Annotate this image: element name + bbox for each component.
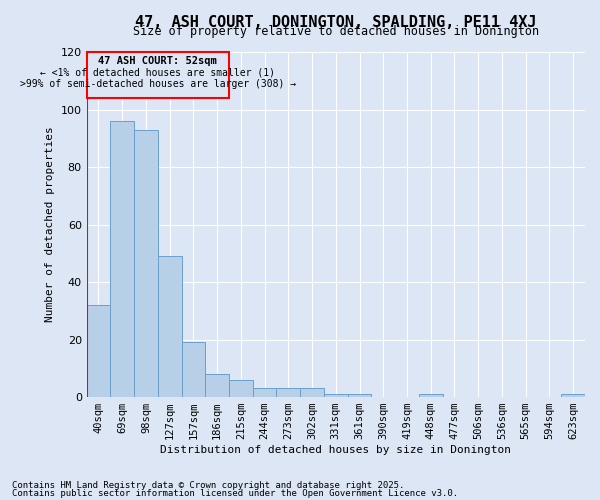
Text: 47 ASH COURT: 52sqm: 47 ASH COURT: 52sqm (98, 56, 217, 66)
Bar (561, 394, 585, 397)
Bar (419, 394, 443, 397)
X-axis label: Distribution of detached houses by size in Donington: Distribution of detached houses by size … (160, 445, 511, 455)
Bar (347, 394, 371, 397)
Bar (158, 256, 182, 397)
Text: >99% of semi-detached houses are larger (308) →: >99% of semi-detached houses are larger … (20, 80, 296, 90)
Bar (277, 388, 300, 397)
Bar (300, 388, 324, 397)
Text: Contains HM Land Registry data © Crown copyright and database right 2025.: Contains HM Land Registry data © Crown c… (12, 481, 404, 490)
Bar (229, 380, 253, 397)
Bar (253, 388, 277, 397)
Bar (86, 52, 229, 98)
Bar (86, 305, 110, 397)
Text: Contains public sector information licensed under the Open Government Licence v3: Contains public sector information licen… (12, 488, 458, 498)
Bar (134, 130, 158, 397)
Text: Size of property relative to detached houses in Donington: Size of property relative to detached ho… (133, 25, 539, 38)
Bar (182, 342, 205, 397)
Bar (205, 374, 229, 397)
Text: ← <1% of detached houses are smaller (1): ← <1% of detached houses are smaller (1) (40, 68, 275, 78)
Title: 47, ASH COURT, DONINGTON, SPALDING, PE11 4XJ: 47, ASH COURT, DONINGTON, SPALDING, PE11… (135, 15, 536, 30)
Bar (110, 121, 134, 397)
Bar (324, 394, 347, 397)
Y-axis label: Number of detached properties: Number of detached properties (45, 126, 55, 322)
